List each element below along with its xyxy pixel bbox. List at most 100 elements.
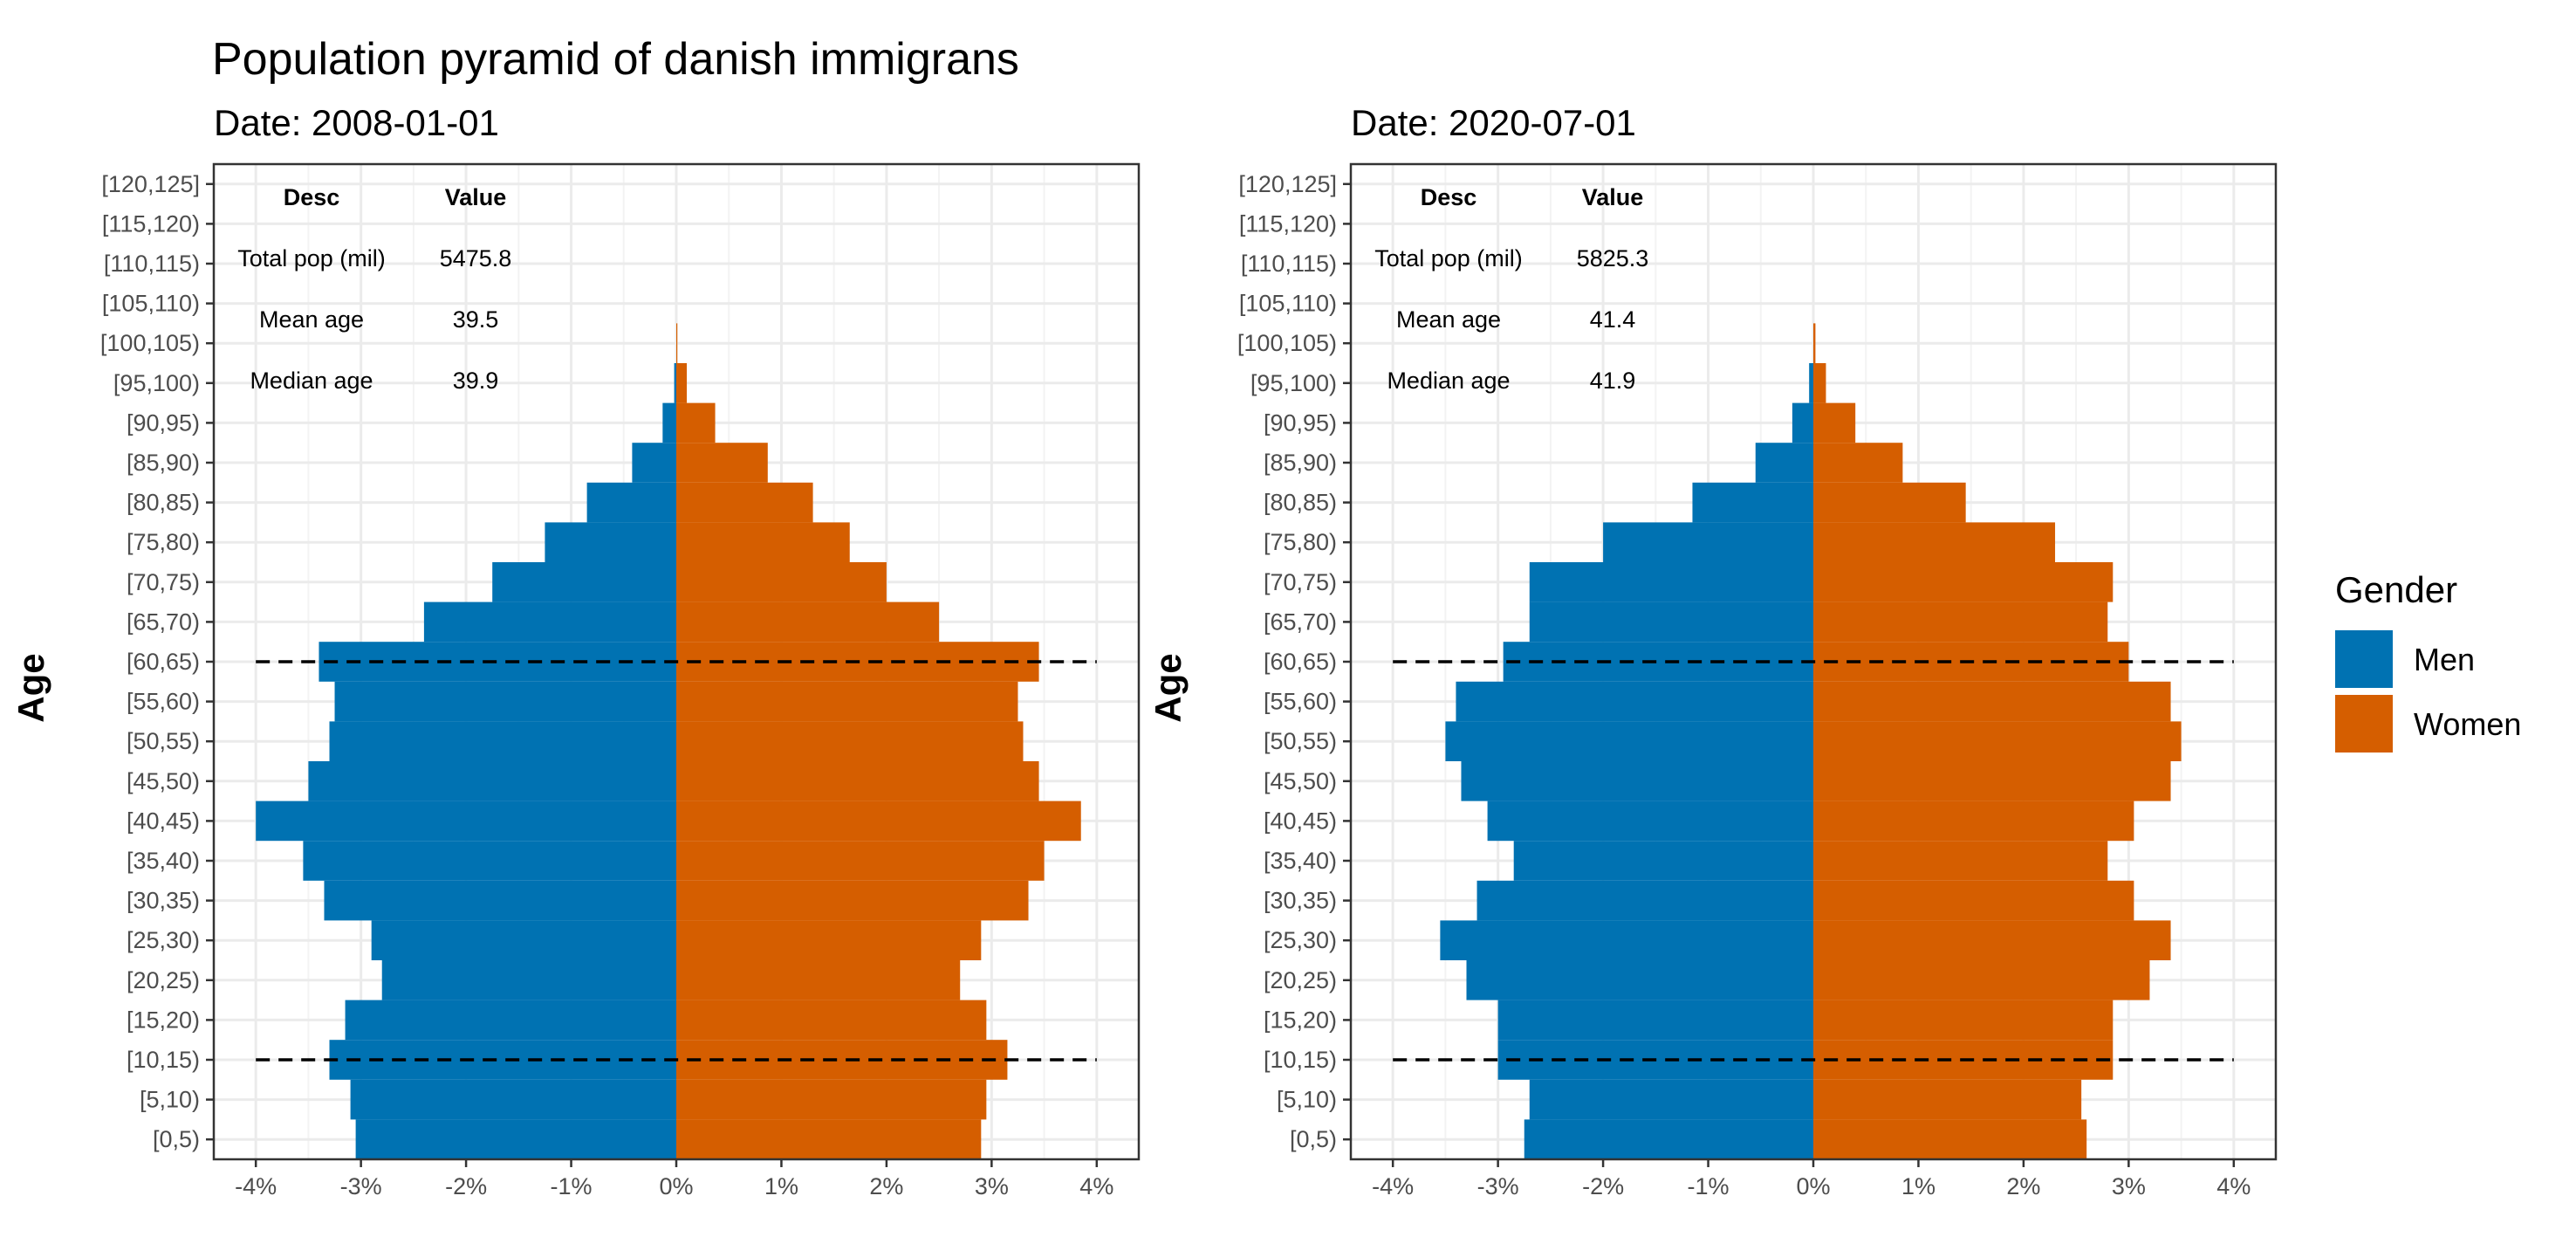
bar-women-17 bbox=[1813, 443, 1903, 483]
y-tick-label: [45,50) bbox=[1264, 768, 1337, 794]
x-tick-label: 4% bbox=[2216, 1173, 2251, 1199]
y-axis: [0,5) [5,10) [10,15) [15,20) [20,25) [25,30) [… bbox=[1237, 171, 1351, 1152]
bar-women-9 bbox=[1813, 761, 2171, 801]
bar-men-18 bbox=[1792, 402, 1813, 443]
x-tick-label: 0% bbox=[659, 1173, 693, 1199]
y-tick-label: [70,75) bbox=[127, 569, 200, 595]
y-tick-label: [20,25) bbox=[127, 967, 200, 993]
panels: Date: 2008-01-01 Desc Value Total pop (mil)… bbox=[10, 102, 2278, 1199]
legend: Gender Men Women bbox=[2335, 569, 2521, 753]
bar-men-8 bbox=[1487, 801, 1813, 842]
bar-men-1 bbox=[1529, 1079, 1813, 1120]
bar-men-14 bbox=[1529, 562, 1813, 602]
bar-men-6 bbox=[324, 880, 676, 921]
x-tick-label: 2% bbox=[869, 1173, 903, 1199]
bar-women-16 bbox=[676, 482, 813, 523]
y-tick-label: [25,30) bbox=[1264, 927, 1337, 953]
bar-men-11 bbox=[1456, 681, 1813, 722]
y-tick-label: [30,35) bbox=[1264, 888, 1337, 914]
y-tick-label: [65,70) bbox=[127, 608, 200, 635]
bar-women-0 bbox=[676, 1119, 982, 1159]
x-tick-label: -1% bbox=[551, 1173, 593, 1199]
bar-men-18 bbox=[662, 402, 676, 443]
table-cell: 41.4 bbox=[1590, 306, 1636, 333]
y-tick-label: [110,115) bbox=[104, 251, 200, 277]
bar-women-6 bbox=[676, 880, 1029, 921]
bar-men-9 bbox=[1461, 761, 1813, 801]
legend-title: Gender bbox=[2335, 569, 2457, 610]
y-tick-label: [75,80) bbox=[1264, 529, 1337, 555]
bar-men-16 bbox=[1692, 482, 1813, 523]
y-tick-label: [5,10) bbox=[140, 1087, 200, 1113]
y-tick-label: [105,110) bbox=[102, 291, 200, 317]
bar-women-18 bbox=[676, 402, 716, 443]
y-tick-label: [85,90) bbox=[127, 450, 200, 476]
y-tick-label: [120,125] bbox=[101, 171, 200, 197]
bar-men-8 bbox=[256, 801, 676, 842]
x-tick-label: -2% bbox=[1582, 1173, 1624, 1199]
bar-women-1 bbox=[1813, 1079, 2082, 1120]
y-tick-label: [25,30) bbox=[127, 927, 200, 953]
y-tick-label: [0,5) bbox=[1290, 1126, 1337, 1152]
bar-women-10 bbox=[1813, 721, 2182, 761]
table-cell: Mean age bbox=[259, 306, 364, 333]
bar-women-4 bbox=[1813, 960, 2150, 1000]
panel-1: Date: 2008-01-01 Desc Value Total pop (mil)… bbox=[10, 102, 1141, 1199]
table-cell: Mean age bbox=[1396, 306, 1501, 333]
y-tick-label: [35,40) bbox=[1264, 848, 1337, 874]
y-tick-label: [65,70) bbox=[1264, 608, 1337, 635]
panel-subtitle: Date: 2020-07-01 bbox=[1351, 102, 1636, 143]
bar-men-7 bbox=[303, 841, 676, 881]
y-tick-label: [60,65) bbox=[1264, 649, 1337, 675]
table-cell: 39.9 bbox=[453, 368, 499, 394]
x-tick-label: 3% bbox=[2112, 1173, 2146, 1199]
table-header: Desc bbox=[284, 184, 340, 210]
bar-men-16 bbox=[586, 482, 676, 523]
bar-women-18 bbox=[1813, 402, 1856, 443]
bar-women-0 bbox=[1813, 1119, 2087, 1159]
y-tick-label: [45,50) bbox=[127, 768, 200, 794]
bar-men-15 bbox=[545, 522, 676, 562]
bar-men-6 bbox=[1476, 880, 1813, 921]
y-tick-label: [55,60) bbox=[127, 689, 200, 715]
x-axis: -4% -3% -2% -1% 0% 1% 2% 3% 4% bbox=[1372, 1159, 2251, 1199]
y-tick-label: [95,100) bbox=[113, 370, 200, 396]
x-tick-label: 4% bbox=[1079, 1173, 1113, 1199]
y-tick-label: [80,85) bbox=[1264, 490, 1337, 516]
bar-women-15 bbox=[1813, 522, 2056, 562]
panel-subtitle: Date: 2008-01-01 bbox=[214, 102, 499, 143]
y-tick-label: [60,65) bbox=[127, 649, 200, 675]
bar-men-13 bbox=[1529, 601, 1813, 643]
x-tick-label: 1% bbox=[764, 1173, 798, 1199]
bar-women-9 bbox=[676, 761, 1039, 801]
bar-women-3 bbox=[1813, 1000, 2114, 1041]
x-tick-label: -4% bbox=[1372, 1173, 1414, 1199]
bar-women-7 bbox=[676, 841, 1045, 881]
y-tick-label: [80,85) bbox=[127, 490, 200, 516]
table-cell: Median age bbox=[250, 368, 373, 394]
x-tick-label: -4% bbox=[235, 1173, 277, 1199]
y-tick-label: [110,115) bbox=[1241, 251, 1337, 277]
y-tick-label: [10,15) bbox=[1264, 1047, 1337, 1073]
bar-men-11 bbox=[334, 681, 676, 722]
y-axis-title: Age bbox=[1148, 653, 1189, 722]
y-tick-label: [50,55) bbox=[1264, 728, 1337, 754]
bar-women-4 bbox=[676, 960, 961, 1000]
x-tick-label: 3% bbox=[975, 1173, 1009, 1199]
bar-men-4 bbox=[1466, 960, 1813, 1000]
y-tick-label: [100,105) bbox=[1237, 330, 1337, 356]
bar-women-16 bbox=[1813, 482, 1966, 523]
y-tick-label: [100,105) bbox=[100, 330, 200, 356]
y-tick-label: [90,95) bbox=[127, 409, 200, 436]
y-tick-label: [90,95) bbox=[1264, 409, 1337, 436]
y-tick-label: [115,120) bbox=[102, 210, 200, 237]
y-tick-label: [55,60) bbox=[1264, 689, 1337, 715]
bar-men-15 bbox=[1603, 522, 1813, 562]
bar-women-8 bbox=[1813, 801, 2134, 842]
bar-men-0 bbox=[1524, 1119, 1813, 1159]
bar-women-17 bbox=[676, 443, 768, 483]
y-tick-label: [95,100) bbox=[1250, 370, 1337, 396]
table-header: Desc bbox=[1421, 184, 1477, 210]
bar-women-11 bbox=[676, 681, 1018, 722]
